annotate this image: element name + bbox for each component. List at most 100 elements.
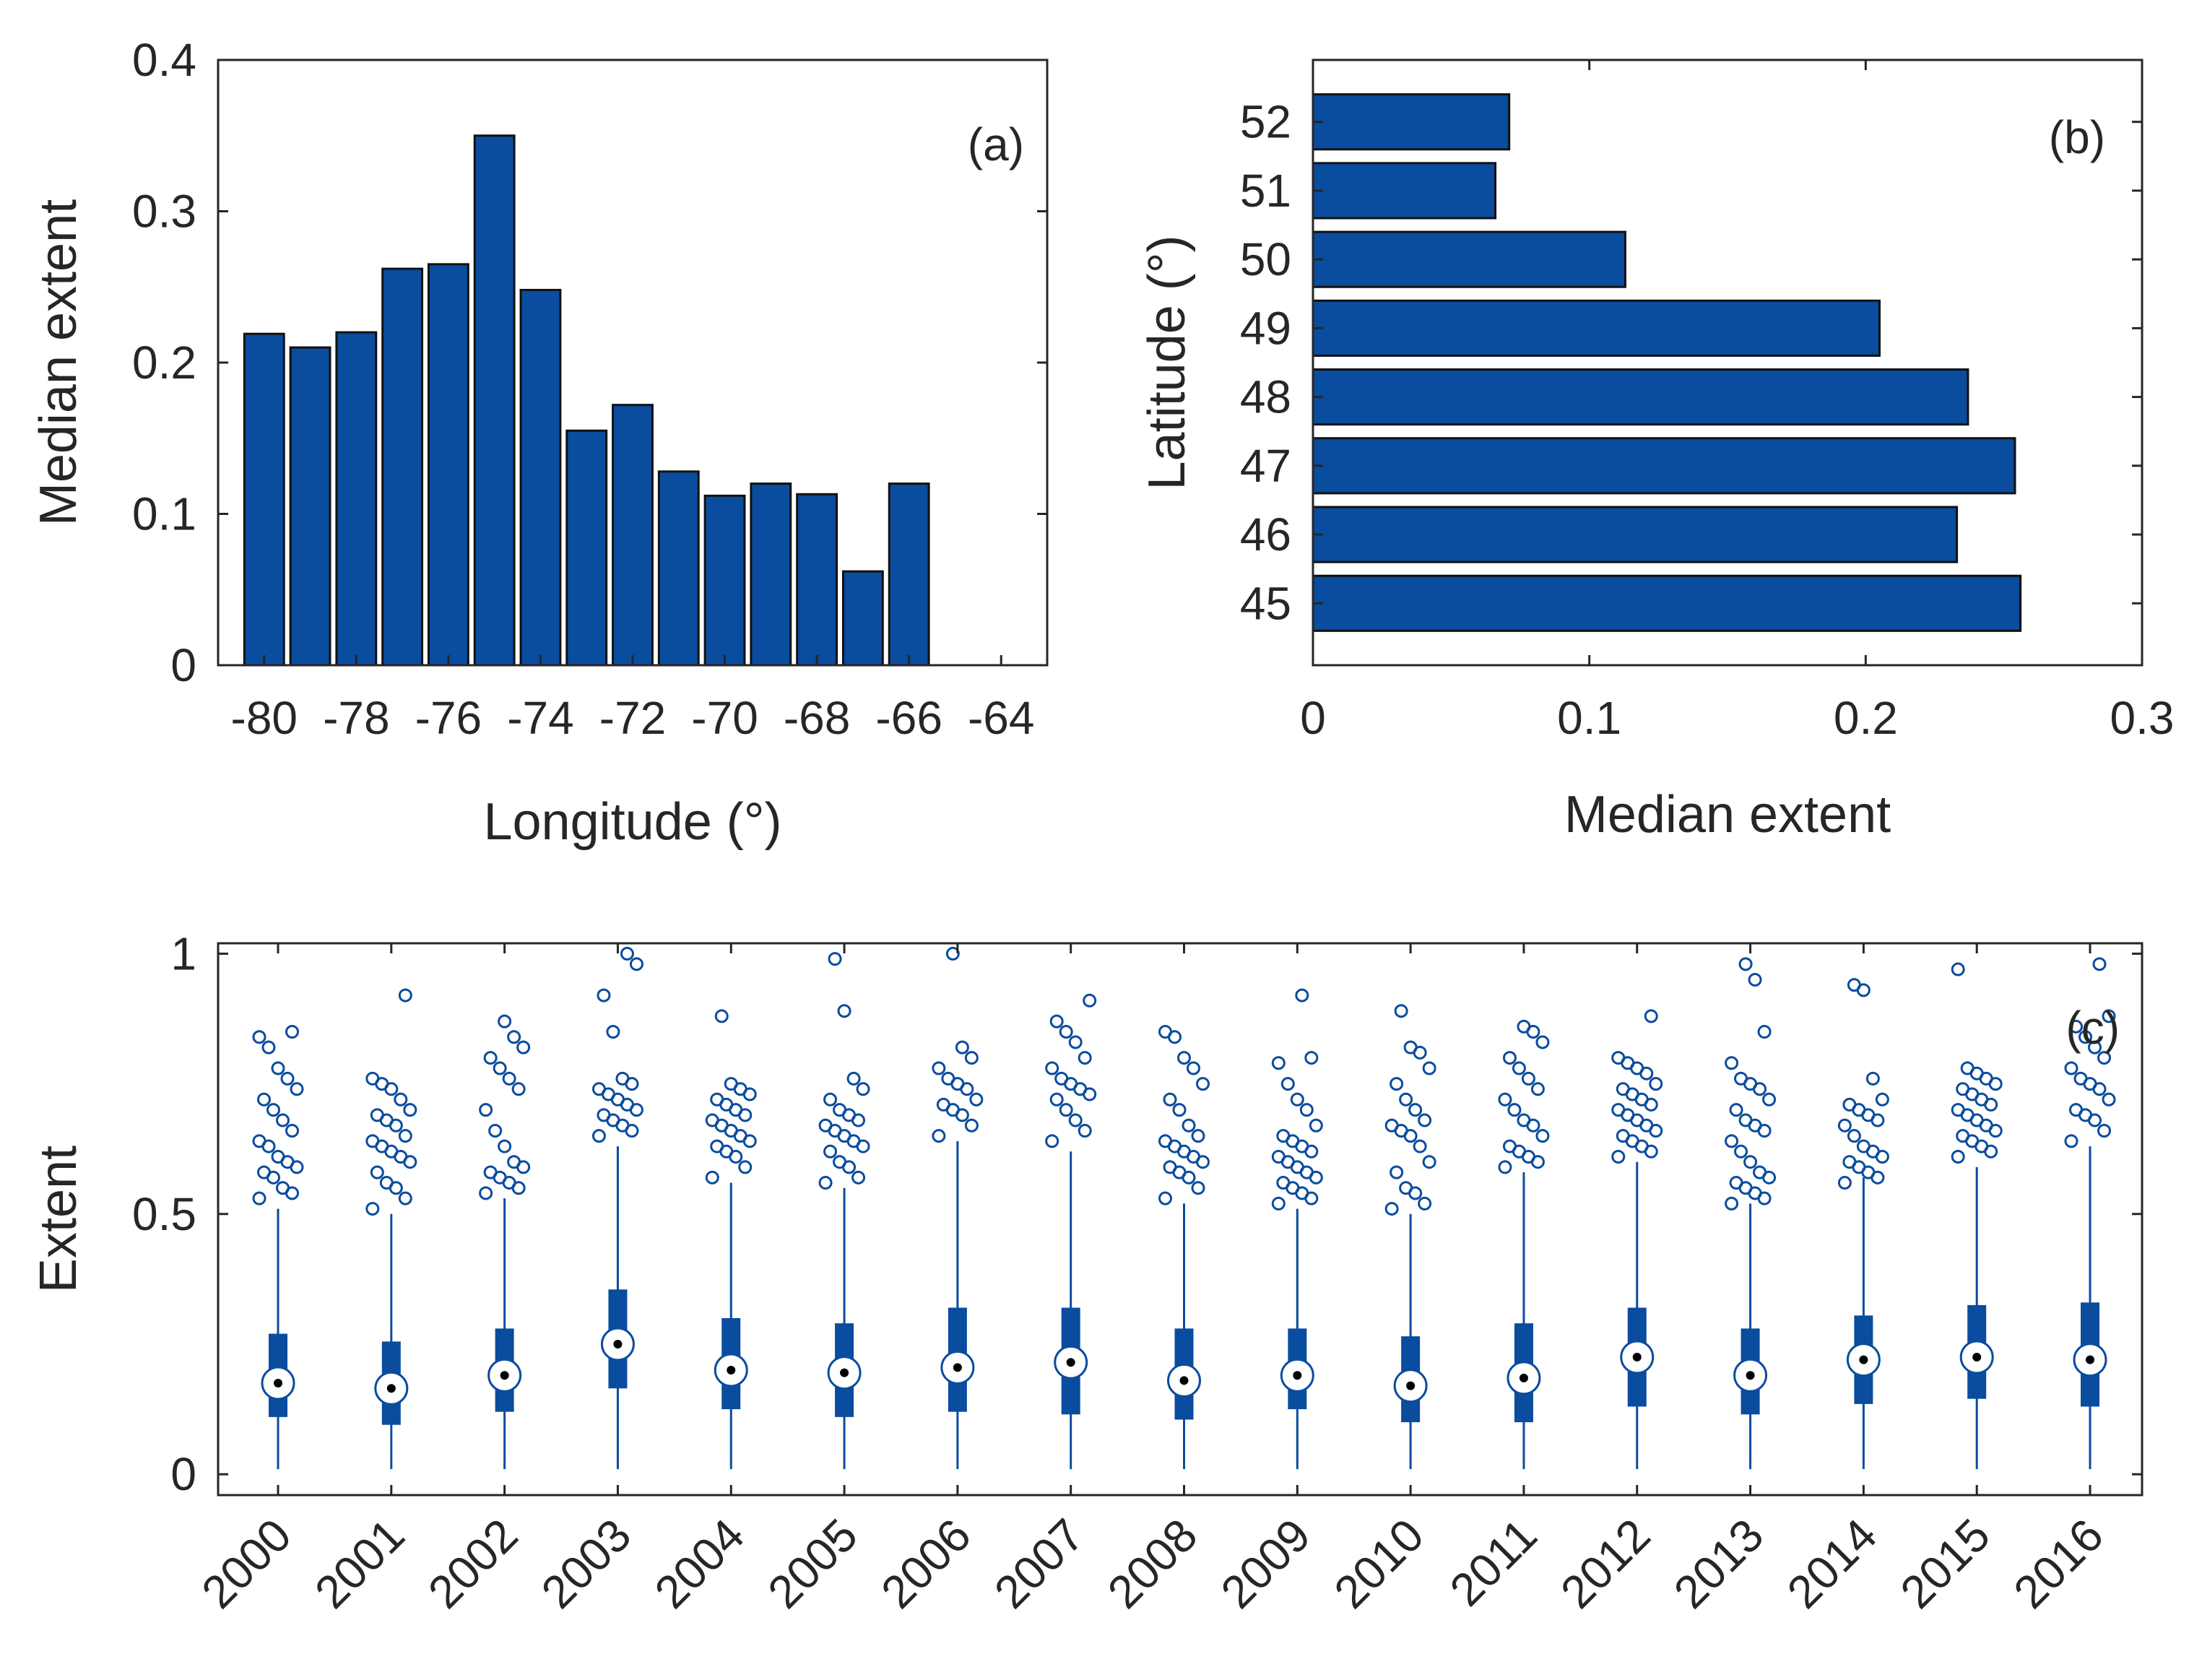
panel-c-outlier: [846, 1071, 861, 1086]
panel-c-outlier: [2064, 1061, 2079, 1075]
panel-c-y-tick-label: 0: [170, 1448, 196, 1500]
panel-c-outlier: [1837, 1118, 1852, 1133]
panel-c-outlier: [1502, 1051, 1517, 1065]
panel-a-y-tick-label: 0.3: [132, 186, 196, 238]
panel-c-median-dot: [613, 1339, 623, 1348]
panel-c-outlier: [1280, 1077, 1295, 1091]
panel-a-y-tick-label: 0.2: [132, 337, 196, 389]
panel-c-outlier: [1535, 1035, 1550, 1049]
panel-b-bar: [1312, 368, 1969, 426]
panel-c-outlier: [1837, 1176, 1852, 1190]
panel-b-frame: [1312, 59, 2144, 667]
panel-c-outlier: [818, 1118, 833, 1133]
panel-c-outlier: [606, 1025, 620, 1039]
panel-c-outlier: [1856, 1139, 1871, 1153]
panel-c-outlier: [851, 1170, 866, 1185]
panel-c-y-tick-label: 1: [170, 927, 196, 979]
panel-c-median-dot: [1293, 1371, 1302, 1380]
panel-c-outlier: [398, 1191, 412, 1205]
panel-c-median-dot: [727, 1366, 736, 1375]
panel-c-outlier: [932, 1061, 946, 1075]
panel-c-outlier: [1743, 1155, 1758, 1169]
panel-b-y-tick-label: 47: [1240, 440, 1291, 492]
panel-a-bar: [381, 267, 424, 667]
panel-c-outlier: [1049, 1092, 1064, 1107]
panel-c-outlier: [1276, 1176, 1291, 1190]
panel-c-outlier: [252, 1191, 266, 1205]
panel-c-outlier: [1875, 1092, 1889, 1107]
panel-c-outlier: [964, 1051, 979, 1065]
panel-c-outlier: [398, 988, 412, 1003]
panel-c-outlier: [705, 1170, 719, 1185]
panel-c-outlier: [398, 1129, 412, 1143]
panel-b-label: (b): [2049, 111, 2105, 163]
panel-c-outlier: [1502, 1139, 1517, 1153]
panel-c-outlier: [1512, 1061, 1526, 1075]
panel-c-outlier: [365, 1071, 380, 1086]
panel-c-x-tick-label: 2008: [1098, 1509, 1208, 1619]
panel-a-x-axis-title: Longitude (°): [483, 793, 781, 851]
panel-c-outlier: [1394, 1004, 1408, 1018]
panel-c-yearly-boxplot: 2000 2001 2002 2003 2004 2005 2006 2007 2008 2009…: [30, 927, 2144, 1619]
panel-b-x-tick-label: 0.3: [2110, 692, 2175, 744]
panel-c-outlier: [1762, 1092, 1777, 1107]
panel-c-outlier: [365, 1202, 380, 1216]
panel-c-outlier: [257, 1165, 271, 1179]
panel-c-median-dot: [1746, 1371, 1755, 1380]
panel-b-bars: [1312, 93, 2022, 632]
panel-c-outlier: [828, 952, 842, 966]
panel-c-outlier: [1295, 988, 1309, 1003]
panel-c-x-tick-label: 2014: [1777, 1509, 1887, 1619]
panel-b-bar: [1312, 437, 2016, 495]
panel-c-outlier: [2092, 957, 2107, 971]
panel-c-outlier: [1951, 1150, 1965, 1164]
panel-c-outlier: [479, 1103, 493, 1117]
panel-a-longitude-chart: -80 -78 -76 -74 -72 -70 -68 -66 -64 0 0.1 0.2 0.3 0.…: [30, 34, 1049, 851]
panel-b-y-ticks: 45 46 47 48 49 50 51 52: [1240, 96, 2142, 629]
panel-c-outlier: [1847, 978, 1861, 992]
panel-c-outlier: [1951, 962, 1965, 977]
panel-b-x-axis-title: Median extent: [1564, 786, 1891, 844]
panel-a-bar: [888, 482, 930, 667]
panel-b-x-tick-label: 0.2: [1834, 692, 1898, 744]
panel-b-latitude-chart: 0 0.1 0.2 0.3 45 46 47 48 49 50 51 52 (b) Median e…: [1138, 59, 2175, 844]
panel-a-x-tick-label: -64: [968, 692, 1035, 744]
panel-c-outlier: [1191, 1181, 1205, 1195]
panel-c-outlier: [714, 1009, 729, 1023]
panel-b-bar: [1312, 506, 1959, 563]
panel-c-outlier: [955, 1040, 969, 1055]
panel-c-x-tick-label: 2002: [418, 1509, 528, 1619]
panel-c-outlier: [1059, 1103, 1073, 1117]
panel-c-outlier: [1403, 1040, 1418, 1055]
panel-c-outlier: [1068, 1113, 1083, 1127]
panel-c-outlier: [1865, 1071, 1880, 1086]
panel-c-outlier: [1649, 1077, 1663, 1091]
panel-c-median-dot: [1406, 1381, 1416, 1390]
panel-c-median-dot: [2086, 1355, 2094, 1364]
panel-a-bar: [519, 288, 562, 667]
panel-c-outlier: [1521, 1071, 1535, 1086]
panel-c-outlier: [394, 1092, 408, 1107]
panel-a-bar: [565, 429, 608, 667]
panel-c-outlier: [1725, 1056, 1739, 1070]
panel-a-y-tick-label: 0: [170, 639, 196, 691]
panel-a-x-tick-label: -76: [415, 692, 482, 744]
panel-c-outlier: [1757, 1025, 1772, 1039]
panel-c-outlier: [1616, 1082, 1630, 1096]
panel-a-y-axis-title: Median extent: [30, 199, 87, 526]
panel-c-outlier: [498, 1014, 512, 1029]
panel-c-outlier: [591, 1129, 606, 1143]
panel-c-outlier: [516, 1040, 531, 1055]
panel-c-outlier: [1390, 1077, 1404, 1091]
panel-c-outlier: [705, 1113, 719, 1127]
panel-a-bar: [612, 404, 654, 667]
panel-a-bar: [427, 263, 469, 667]
panel-c-outlier: [823, 1092, 838, 1107]
panel-c-frame: [217, 942, 2144, 1497]
panel-c-outlier: [1418, 1196, 1432, 1211]
panel-c-outlier: [710, 1092, 724, 1107]
panel-c-outlier: [2102, 1009, 2116, 1023]
panel-b-x-tick-label: 0: [1300, 692, 1326, 744]
panel-b-y-tick-label: 51: [1240, 165, 1291, 217]
